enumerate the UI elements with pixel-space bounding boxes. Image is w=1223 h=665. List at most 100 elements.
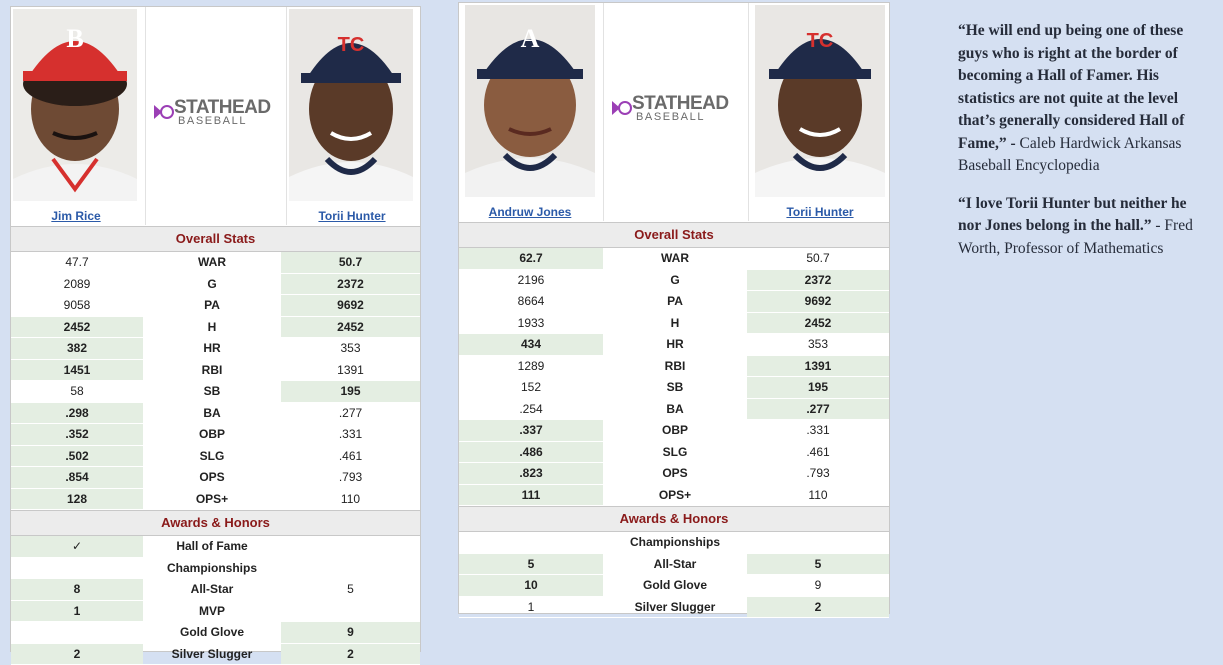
player2-link[interactable]: Torii Hunter [318, 209, 386, 223]
player2-photo: TC [755, 5, 885, 197]
player1-value: .337 [459, 419, 603, 442]
player1-value: 1 [11, 600, 143, 622]
stat-label: RBI [603, 355, 747, 377]
stat-label: SLG [603, 441, 747, 463]
player2-value: 2 [281, 643, 420, 665]
table-row: 2089 G 2372 [11, 273, 420, 295]
stat-label: WAR [143, 252, 281, 274]
table-row: 2452 H 2452 [11, 316, 420, 338]
player1-value: 58 [11, 380, 143, 403]
table-row: Gold Glove 9 [11, 621, 420, 644]
player2-value: .461 [281, 445, 420, 467]
player1-value: .352 [11, 423, 143, 446]
table-row: .502 SLG .461 [11, 445, 420, 467]
player2-value: 5 [281, 578, 420, 601]
player1-link[interactable]: Jim Rice [51, 209, 101, 223]
awards-heading: Awards & Honors [11, 510, 420, 536]
player2-value: .331 [747, 419, 889, 442]
player2-value: 9692 [747, 290, 889, 313]
logo-title: STATHEAD [174, 97, 271, 118]
table-row: 434 HR 353 [459, 333, 889, 356]
table-row: 58 SB 195 [11, 380, 420, 403]
player2-value [281, 536, 420, 558]
player2-value [747, 532, 889, 554]
stat-label: G [603, 269, 747, 291]
quote-attribution: Caleb Hardwick Arkansas Baseball Encyclo… [958, 134, 1182, 175]
stat-label: SB [143, 380, 281, 403]
awards-table: ✓ Hall of Fame Championships 8 All-Star 5 1 MVP… [11, 536, 420, 665]
stat-label: PA [603, 290, 747, 313]
player1-value: .486 [459, 441, 603, 463]
player1-cell: B Jim Rice [11, 7, 141, 225]
stat-label: SB [603, 376, 747, 399]
table-row: 8664 PA 9692 [459, 290, 889, 313]
player1-cell: A Andruw Jones [463, 3, 597, 221]
quotes-column: “He will end up being one of these guys … [958, 20, 1213, 275]
table-row: 62.7 WAR 50.7 [459, 248, 889, 270]
player1-value: 8 [11, 578, 143, 601]
stathead-logo: STATHEAD BASEBALL [152, 97, 280, 129]
quote-worth: “I love Torii Hunter but neither he nor … [958, 193, 1213, 261]
player2-value: .277 [281, 402, 420, 424]
player2-value: 2452 [281, 316, 420, 338]
player2-value [281, 600, 420, 622]
player2-link[interactable]: Torii Hunter [786, 205, 854, 219]
table-row: 2196 G 2372 [459, 269, 889, 291]
logo-cell: STATHEAD BASEBALL [603, 3, 749, 221]
player1-value: 152 [459, 376, 603, 399]
table-row: 1 Silver Slugger 2 [459, 596, 889, 618]
table-row: Championships [459, 532, 889, 554]
table-row: 1289 RBI 1391 [459, 355, 889, 377]
logo-title: STATHEAD [632, 93, 729, 114]
quote-hardwick: “He will end up being one of these guys … [958, 20, 1213, 178]
table-row: .823 OPS .793 [459, 462, 889, 485]
stat-label: OPS [143, 466, 281, 489]
player1-value: 434 [459, 333, 603, 356]
player2-value: .461 [747, 441, 889, 463]
player2-value: .793 [281, 466, 420, 489]
svg-text:A: A [521, 24, 540, 53]
player1-value: .254 [459, 398, 603, 420]
table-row: 1933 H 2452 [459, 312, 889, 334]
logo-subtitle: BASEBALL [178, 115, 248, 127]
comparison-panel-rice-hunter: B Jim Rice STATHEAD BASEBALL [10, 6, 421, 665]
stat-label: PA [143, 294, 281, 317]
overall-stats-table: 62.7 WAR 50.7 2196 G 2372 8664 PA 9692 1933 H 2452 4… [459, 248, 889, 506]
player1-value: 47.7 [11, 252, 143, 274]
table-row: 1451 RBI 1391 [11, 359, 420, 381]
table-row: 1 MVP [11, 600, 420, 622]
stat-label: RBI [143, 359, 281, 381]
player1-value [459, 532, 603, 554]
table-row: 2 Silver Slugger 2 [11, 643, 420, 665]
player1-value: .298 [11, 402, 143, 424]
table-row: 9058 PA 9692 [11, 294, 420, 317]
table-row: ✓ Hall of Fame [11, 536, 420, 558]
table-row: .337 OBP .331 [459, 419, 889, 442]
player1-link[interactable]: Andruw Jones [488, 205, 572, 219]
player2-value: 50.7 [747, 248, 889, 270]
overall-stats-table: 47.7 WAR 50.7 2089 G 2372 9058 PA 9692 2452 H 2452 3… [11, 252, 420, 510]
logo-cell: STATHEAD BASEBALL [145, 7, 287, 225]
player1-value: 2 [11, 643, 143, 665]
player1-photo: B [13, 9, 137, 201]
stathead-logo: STATHEAD BASEBALL [610, 93, 742, 125]
player2-photo: TC [289, 9, 413, 201]
table-row: .254 BA .277 [459, 398, 889, 420]
quote-attribution: - Fred Worth, Professor of Mathematics [958, 217, 1193, 257]
player2-value: 195 [281, 380, 420, 403]
quote-text: “I love Torii Hunter but neither he nor … [958, 194, 1187, 235]
stat-label: MVP [143, 600, 281, 622]
player2-value: 195 [747, 376, 889, 399]
logo-subtitle: BASEBALL [636, 111, 706, 123]
stat-label: Hall of Fame [143, 536, 281, 558]
player1-value: .502 [11, 445, 143, 467]
stat-label: All-Star [603, 553, 747, 575]
table-row: .486 SLG .461 [459, 441, 889, 463]
player1-photo: A [465, 5, 595, 197]
comparison-panel-jones-hunter: A Andruw Jones STATHEAD BASEBALL [458, 2, 890, 618]
player1-value: 1451 [11, 359, 143, 381]
table-row: Championships [11, 557, 420, 579]
player-header: A Andruw Jones STATHEAD BASEBALL [459, 3, 889, 222]
table-row: 8 All-Star 5 [11, 578, 420, 601]
player2-value: 2 [747, 596, 889, 618]
